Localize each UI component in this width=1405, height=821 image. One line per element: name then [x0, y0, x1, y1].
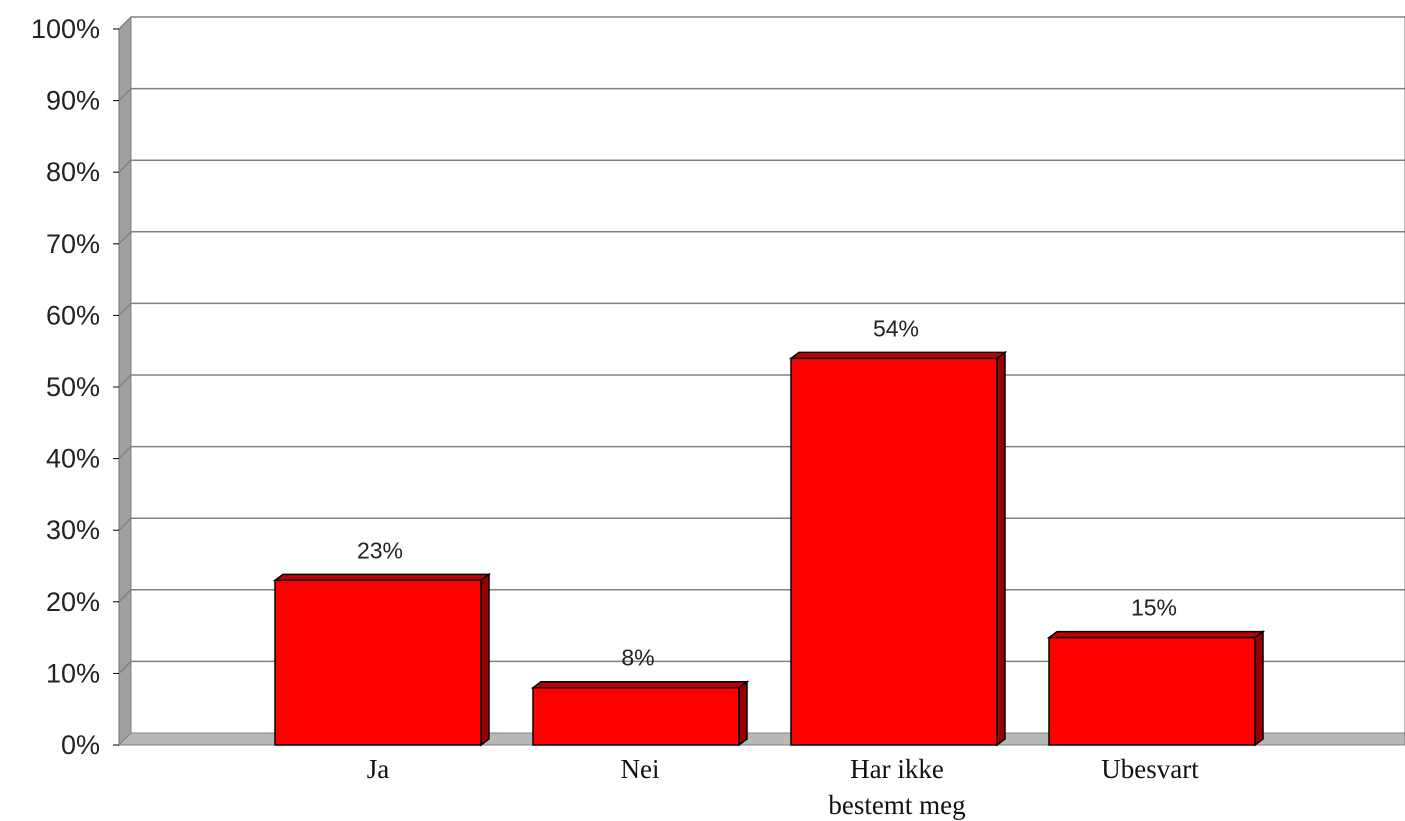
x-axis: Ja Nei Har ikke bestemt meg Ubesvart	[367, 754, 1199, 820]
bar-front	[274, 579, 482, 746]
bars	[272, 350, 1266, 747]
x-tick-label: Har ikke	[850, 754, 944, 784]
bar	[272, 572, 492, 747]
bar-top	[530, 680, 750, 689]
y-tick-label: 40%	[46, 444, 100, 474]
bar	[530, 680, 750, 747]
data-label: 8%	[621, 645, 654, 671]
y-tick-label: 80%	[46, 157, 100, 187]
bar-side	[996, 350, 1006, 747]
x-tick-label: Nei	[621, 754, 660, 784]
gridline-side	[118, 88, 132, 102]
bar-side	[738, 680, 748, 747]
bar	[1046, 630, 1266, 747]
bar-top	[1046, 630, 1266, 639]
gridline-side	[118, 231, 132, 245]
x-tick-label: Ja	[367, 754, 390, 784]
bar-side	[480, 572, 490, 747]
y-tick-label: 90%	[46, 86, 100, 116]
gridline-side	[118, 660, 132, 674]
y-tick-label: 100%	[31, 14, 100, 44]
bar-front	[532, 686, 740, 746]
y-axis: 0% 10% 20% 30% 40% 50% 60% 70% 80% 90% 100%	[31, 14, 119, 760]
bar-side	[1254, 630, 1264, 747]
bar-front	[1048, 636, 1256, 746]
y-tick-label: 20%	[46, 587, 100, 617]
bar-top	[788, 351, 1008, 360]
data-label: 23%	[357, 537, 403, 563]
bar-top	[272, 573, 492, 582]
gridline-side	[118, 159, 132, 173]
y-tick-label: 30%	[46, 515, 100, 545]
gridline-side	[118, 446, 132, 460]
data-labels: 23% 8% 54% 15%	[357, 315, 1177, 670]
bar-front	[790, 357, 998, 746]
y-tick-label: 0%	[61, 730, 100, 760]
x-tick-label: Ubesvart	[1101, 754, 1199, 784]
gridline-side	[118, 374, 132, 388]
gridline-side	[118, 302, 132, 316]
data-label: 54%	[873, 315, 919, 341]
gridline-side	[118, 589, 132, 603]
gridline-side	[118, 16, 132, 30]
gridline-side	[118, 517, 132, 531]
y-tick-label: 10%	[46, 658, 100, 688]
y-tick-label: 70%	[46, 229, 100, 259]
y-tick-label: 50%	[46, 372, 100, 402]
data-label: 15%	[1131, 595, 1177, 621]
x-tick-label: bestemt meg	[828, 790, 965, 820]
y-tick-label: 60%	[46, 300, 100, 330]
bar	[788, 350, 1008, 747]
